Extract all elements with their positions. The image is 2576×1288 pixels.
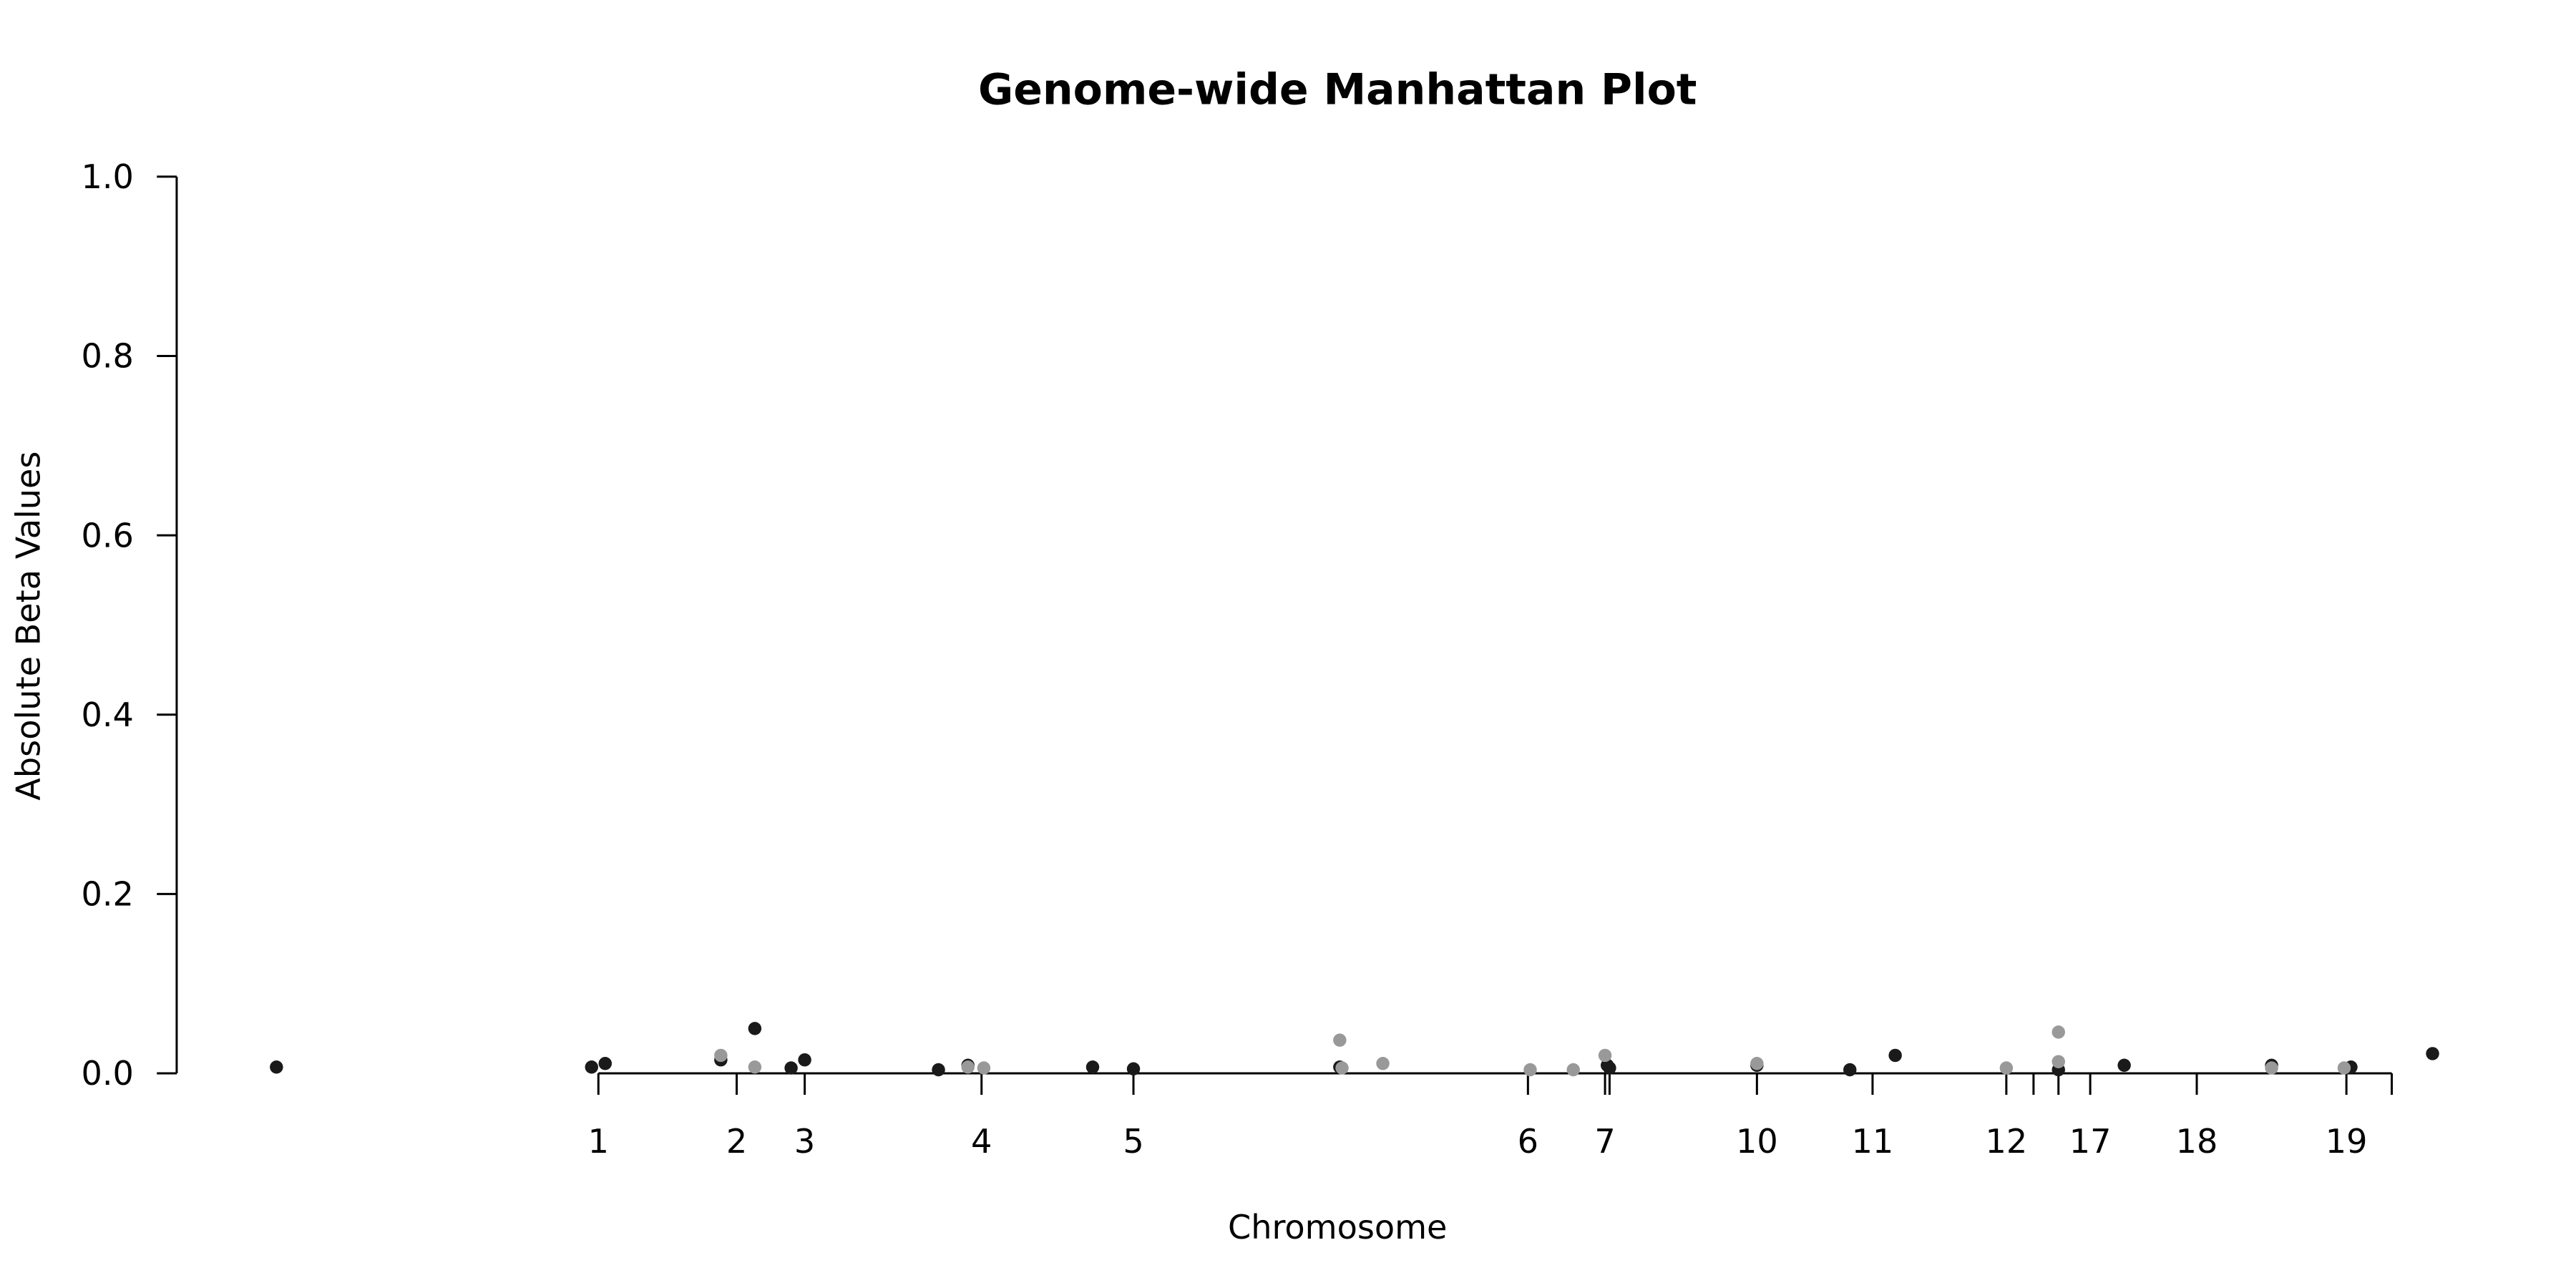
point xyxy=(1750,1056,1764,1070)
x-tick-label: 5 xyxy=(1123,1122,1143,1161)
point xyxy=(784,1061,798,1075)
point xyxy=(1523,1063,1537,1077)
point xyxy=(977,1061,991,1075)
x-tick-label: 12 xyxy=(1986,1122,2028,1161)
point xyxy=(2426,1047,2439,1060)
point xyxy=(1566,1063,1580,1077)
y-tick-label: 0.6 xyxy=(82,516,134,555)
point xyxy=(748,1060,762,1074)
point xyxy=(1999,1061,2014,1075)
y-tick-label: 0.2 xyxy=(82,875,134,914)
x-tick-label: 10 xyxy=(1736,1122,1778,1161)
point xyxy=(585,1060,598,1074)
point xyxy=(1843,1063,1857,1077)
point xyxy=(1333,1033,1347,1047)
y-axis-label: Absolute Beta Values xyxy=(9,452,47,801)
point xyxy=(598,1056,612,1070)
point xyxy=(961,1060,975,1074)
x-tick-label: 2 xyxy=(726,1122,747,1161)
chart-title: Genome-wide Manhattan Plot xyxy=(978,64,1697,114)
x-tick-label: 17 xyxy=(2069,1122,2112,1161)
point xyxy=(748,1022,762,1035)
point xyxy=(1335,1061,1349,1075)
y-tick-label: 1.0 xyxy=(82,157,134,196)
point xyxy=(1085,1060,1100,1074)
y-tick-label: 0.4 xyxy=(82,696,134,734)
point xyxy=(2265,1061,2278,1075)
y-tick-label: 0.0 xyxy=(82,1054,134,1093)
point xyxy=(932,1063,945,1077)
point xyxy=(270,1060,283,1074)
point xyxy=(1126,1062,1141,1075)
point xyxy=(798,1053,811,1067)
point xyxy=(1603,1061,1616,1075)
point xyxy=(2337,1061,2351,1075)
point xyxy=(2051,1025,2065,1039)
point xyxy=(2051,1055,2065,1068)
x-tick-label: 6 xyxy=(1518,1122,1538,1161)
point xyxy=(1376,1056,1390,1070)
x-tick-label: 7 xyxy=(1594,1122,1615,1161)
x-tick-label: 1 xyxy=(588,1122,609,1161)
x-tick-label: 4 xyxy=(971,1122,992,1161)
y-tick-label: 0.8 xyxy=(82,337,134,376)
x-tick-label: 18 xyxy=(2176,1122,2218,1161)
x-tick-label: 3 xyxy=(794,1122,815,1161)
x-tick-label: 19 xyxy=(2326,1122,2368,1161)
point xyxy=(1598,1048,1612,1063)
point xyxy=(714,1048,728,1063)
x-axis-label: Chromosome xyxy=(1228,1208,1447,1246)
x-tick-label: 11 xyxy=(1852,1122,1894,1161)
point xyxy=(1888,1048,1902,1063)
point xyxy=(2117,1058,2131,1072)
